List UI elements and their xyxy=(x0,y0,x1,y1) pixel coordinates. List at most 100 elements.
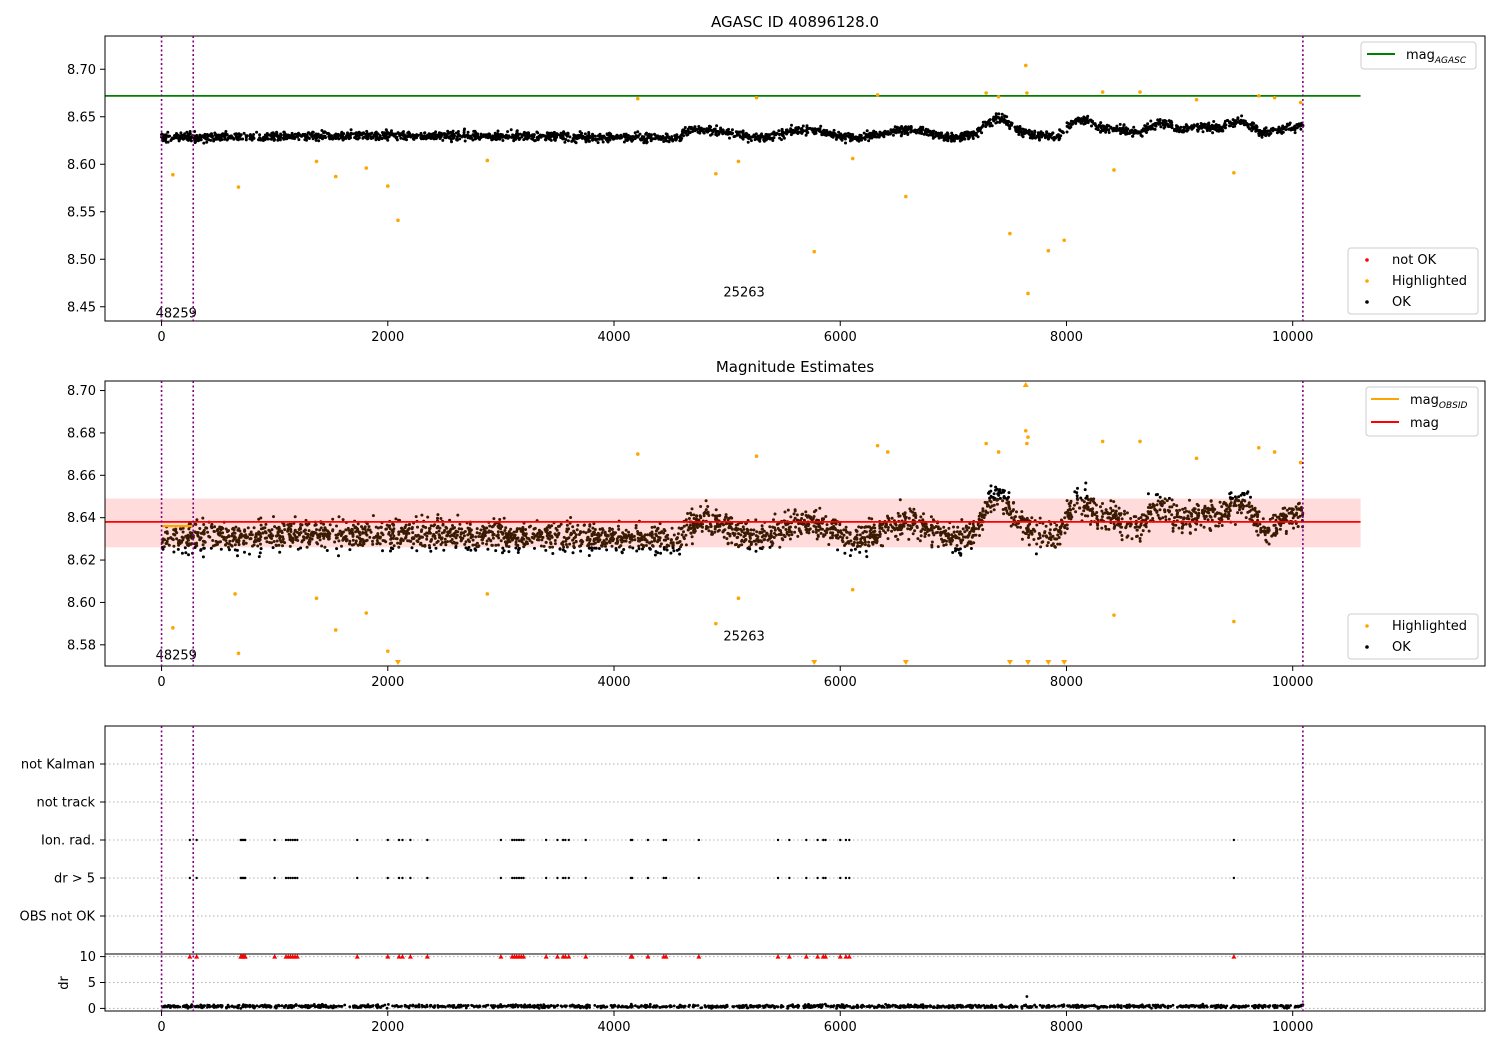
ok-point xyxy=(676,532,680,536)
ok-point xyxy=(180,551,184,555)
ok-point xyxy=(1187,126,1191,130)
ok-point xyxy=(210,132,213,136)
ok-point xyxy=(1123,509,1126,513)
ok-point xyxy=(502,516,506,520)
highlighted-point xyxy=(875,93,880,97)
ok-point xyxy=(436,516,439,520)
ok-point xyxy=(419,131,423,135)
ok-point xyxy=(528,539,532,542)
ok-point xyxy=(1000,115,1004,119)
ok-point xyxy=(354,132,358,136)
highlighted-point xyxy=(485,158,490,163)
ok-point xyxy=(409,134,413,138)
ok-point xyxy=(1206,518,1210,522)
ok-point xyxy=(1090,124,1093,128)
ok-point xyxy=(371,539,374,543)
ok-point xyxy=(244,134,248,138)
ok-point xyxy=(1220,126,1224,130)
ok-point xyxy=(646,533,650,537)
ok-point xyxy=(701,525,704,529)
ok-point xyxy=(517,546,521,550)
ok-point xyxy=(463,542,467,546)
ok-point xyxy=(579,539,583,543)
ok-point xyxy=(1120,534,1124,537)
ok-point xyxy=(841,540,845,544)
ok-point xyxy=(451,524,454,527)
ok-point xyxy=(425,534,429,538)
ok-point xyxy=(1008,125,1012,129)
y-tick-label: 8.50 xyxy=(67,253,96,268)
ok-point xyxy=(611,136,615,140)
ok-point xyxy=(1279,524,1283,527)
highlighted-point xyxy=(236,185,241,189)
ok-point xyxy=(166,130,170,134)
ok-point xyxy=(411,531,415,535)
ok-point xyxy=(248,552,251,556)
ok-point xyxy=(494,543,498,547)
ok-point xyxy=(176,134,180,137)
ok-point xyxy=(1257,510,1261,514)
ok-point xyxy=(462,534,466,538)
ok-point xyxy=(1046,541,1050,545)
ok-point xyxy=(477,544,481,548)
ok-point xyxy=(794,126,798,130)
ok-point xyxy=(710,532,714,536)
ok-point xyxy=(1208,514,1212,518)
agasc-plot-frame xyxy=(104,35,1486,322)
ok-point xyxy=(588,524,592,528)
ok-point xyxy=(361,132,365,136)
ok-point xyxy=(772,131,776,135)
ok-point xyxy=(837,130,841,134)
ok-point xyxy=(304,136,308,140)
ok-point xyxy=(333,135,336,139)
ok-point xyxy=(1122,123,1126,127)
ok-point xyxy=(438,132,442,136)
ok-point xyxy=(1296,502,1300,506)
ok-point xyxy=(258,136,262,140)
ok-point xyxy=(592,530,596,534)
ok-point xyxy=(423,532,427,536)
ok-point xyxy=(264,135,268,139)
ok-point xyxy=(416,133,420,137)
ok-point xyxy=(937,136,941,140)
ok-point xyxy=(834,528,838,531)
ok-point xyxy=(867,139,871,143)
ok-point xyxy=(734,130,738,134)
ok-point xyxy=(699,126,703,130)
ok-point xyxy=(1174,124,1178,128)
ok-point xyxy=(773,512,777,516)
ok-point xyxy=(812,515,816,518)
ok-point xyxy=(1108,516,1111,520)
ok-point xyxy=(1048,532,1052,536)
ok-point xyxy=(495,137,499,141)
ok-point xyxy=(1268,129,1272,133)
ok-point xyxy=(712,128,716,131)
ok-point xyxy=(520,135,524,139)
ok-point xyxy=(1065,523,1069,527)
ok-point xyxy=(351,523,355,527)
ok-point xyxy=(840,136,844,140)
ok-point xyxy=(335,524,338,528)
ok-point xyxy=(402,130,405,134)
ok-point xyxy=(1080,512,1084,516)
ok-point xyxy=(815,537,819,541)
ok-point xyxy=(781,525,785,529)
ok-point xyxy=(691,130,695,133)
ok-point xyxy=(1092,122,1096,126)
ok-point xyxy=(965,543,969,547)
ok-point xyxy=(1179,515,1183,519)
ok-point xyxy=(311,130,315,134)
ok-point xyxy=(925,526,929,530)
ok-point xyxy=(357,130,361,134)
ok-point xyxy=(1162,501,1166,505)
ok-point xyxy=(1190,514,1194,518)
ok-point xyxy=(636,134,640,138)
ok-point xyxy=(709,525,713,529)
ok-point xyxy=(460,527,464,531)
ok-point xyxy=(922,512,925,516)
ok-point xyxy=(340,544,343,548)
ok-point xyxy=(563,549,567,553)
agasc-ok-points xyxy=(160,112,1305,145)
ok-point xyxy=(1099,121,1103,125)
ok-point xyxy=(553,539,557,542)
